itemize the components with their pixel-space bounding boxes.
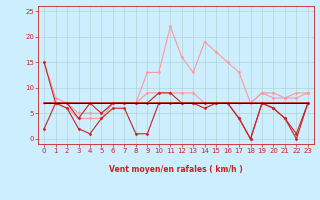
X-axis label: Vent moyen/en rafales ( km/h ): Vent moyen/en rafales ( km/h ) xyxy=(109,165,243,174)
